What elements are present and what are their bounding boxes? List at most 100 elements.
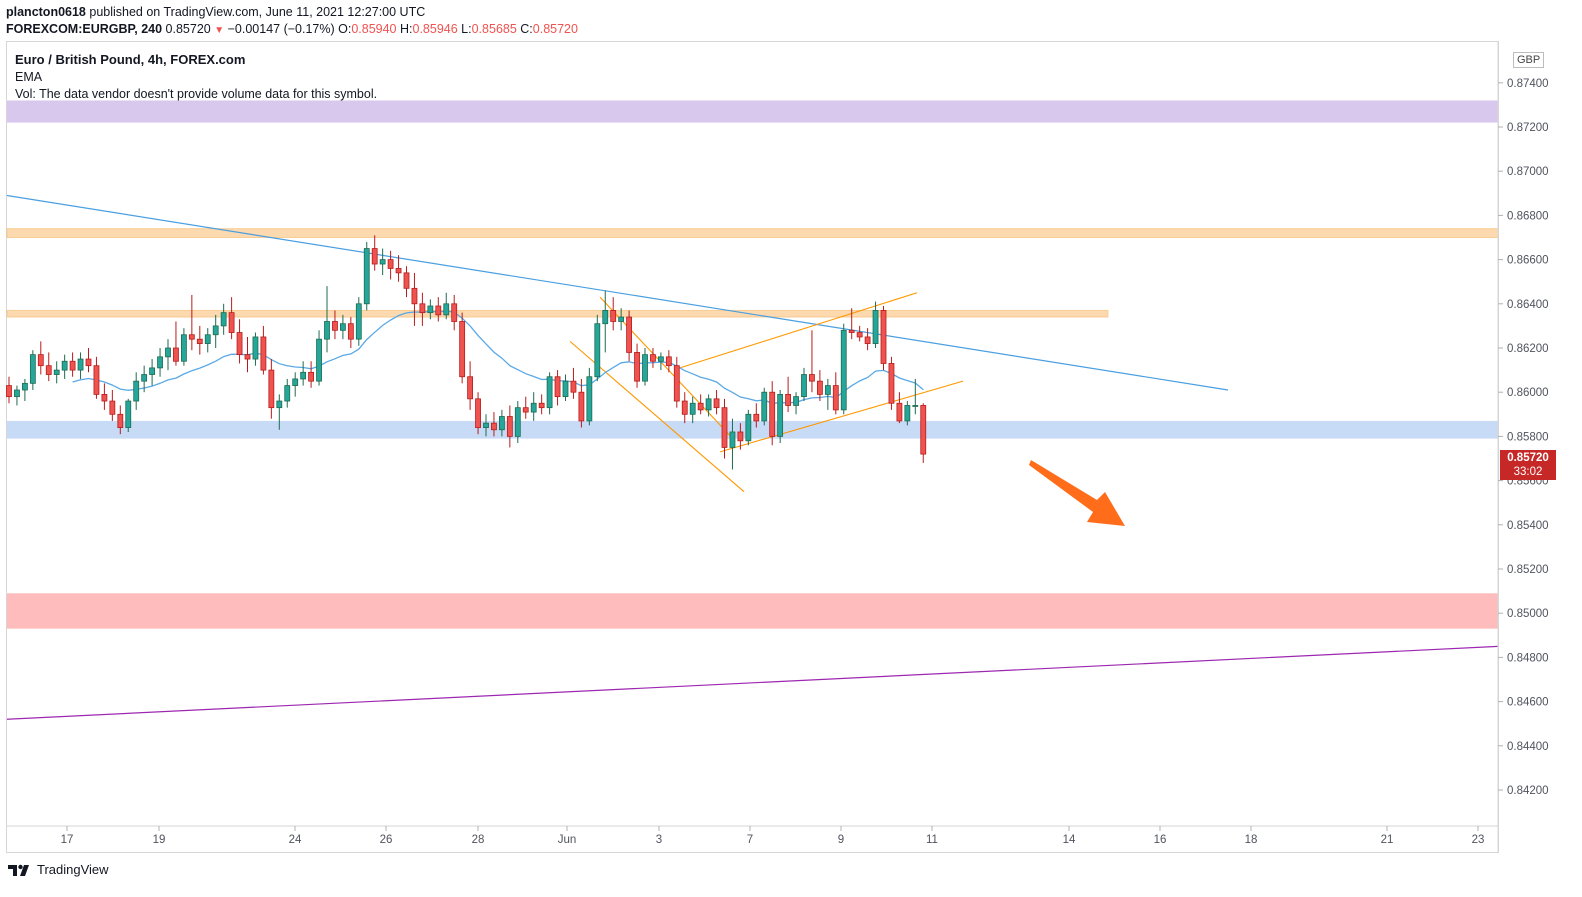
candle [228, 297, 235, 340]
candle-up [363, 248, 370, 305]
candle [729, 418, 736, 470]
candle-down [260, 336, 267, 371]
candle [801, 367, 807, 402]
candle [395, 255, 402, 282]
candle-up [642, 354, 648, 382]
candle [832, 372, 839, 415]
candle [514, 401, 521, 444]
candle-down [697, 402, 704, 411]
time-label: 14 [1063, 834, 1076, 846]
time-label: 17 [61, 834, 74, 846]
price-label: 0.84600 [1507, 697, 1549, 709]
candle-down [244, 354, 251, 360]
time-label: 23 [1472, 834, 1485, 846]
candle [292, 372, 299, 397]
candle-up [824, 385, 831, 395]
candle-down [491, 422, 497, 431]
candle [785, 376, 791, 413]
candle-up [761, 391, 768, 422]
candle [69, 352, 76, 377]
candle-up [133, 380, 140, 402]
wedge-upper [679, 292, 918, 369]
time-label: 26 [380, 834, 393, 846]
candle [530, 392, 537, 421]
candle-up [562, 380, 569, 398]
ema-legend[interactable]: EMA [15, 70, 43, 84]
candle [212, 314, 219, 348]
price-label: 0.86200 [1507, 343, 1549, 355]
candle-down [117, 413, 124, 428]
candle-down [475, 398, 481, 428]
candle [697, 394, 704, 415]
candle-down [459, 321, 466, 378]
price-label: 0.85200 [1507, 564, 1549, 576]
candle [562, 374, 569, 402]
publish-info: plancton0618 published on TradingView.co… [6, 5, 425, 19]
time-label: 3 [656, 834, 662, 846]
price-label: 0.84400 [1507, 741, 1549, 753]
tradingview-logo[interactable]: TradingView [8, 862, 109, 877]
candle-up [141, 374, 148, 382]
candle [379, 248, 386, 276]
time-label: 28 [472, 834, 485, 846]
candle-down [832, 385, 839, 411]
candle [61, 354, 68, 379]
candle-up [284, 385, 291, 402]
price-label: 0.85400 [1507, 520, 1549, 532]
candle-up [872, 310, 879, 344]
candle [85, 348, 92, 373]
candle-up [53, 369, 60, 375]
time-label: 24 [289, 834, 302, 846]
candle [324, 286, 330, 353]
candle [642, 348, 648, 386]
candle-up [705, 398, 712, 411]
candle-up [316, 338, 322, 382]
candle-down [864, 336, 871, 344]
candle [220, 303, 227, 335]
candle [355, 297, 362, 346]
rising-trendline [6, 645, 1499, 720]
candle-down [650, 354, 656, 362]
candle-down [332, 321, 338, 331]
price-label: 0.86600 [1507, 255, 1549, 267]
candle-down [93, 365, 100, 395]
candle-up [204, 334, 211, 344]
candle [6, 376, 12, 404]
candle [403, 266, 410, 298]
publisher-name[interactable]: plancton0618 [6, 5, 86, 19]
candle [705, 394, 712, 417]
candle [339, 314, 346, 340]
candle [363, 241, 370, 311]
time-label: 16 [1154, 834, 1167, 846]
candle [753, 403, 760, 428]
currency-badge[interactable]: GBP [1513, 52, 1545, 68]
candle-down [737, 431, 744, 442]
candle [650, 348, 656, 368]
candle [332, 310, 338, 340]
drawings-layer [6, 194, 1499, 720]
candle [21, 378, 28, 402]
candle [196, 325, 203, 355]
candle-up [339, 323, 346, 331]
candle-down [681, 400, 688, 415]
candle-up [14, 389, 20, 398]
candle [204, 328, 211, 353]
candle-up [801, 374, 807, 398]
candle [435, 297, 442, 322]
candle [117, 405, 124, 435]
candle [578, 378, 585, 428]
candle-up [212, 325, 219, 336]
candle [475, 392, 481, 435]
candle-up [904, 405, 911, 422]
candle-down [610, 310, 617, 322]
candle-down [578, 391, 585, 422]
candle [260, 325, 267, 375]
symbol-label: FOREXCOM:EURGBP, 240 [6, 22, 163, 36]
candle-up [912, 405, 919, 407]
candle [467, 361, 474, 410]
candle [896, 392, 903, 424]
candle [864, 328, 871, 351]
price-change: −0.00147 (−0.17%) [227, 22, 335, 36]
current-price-value: 0.85720 [1507, 452, 1549, 464]
